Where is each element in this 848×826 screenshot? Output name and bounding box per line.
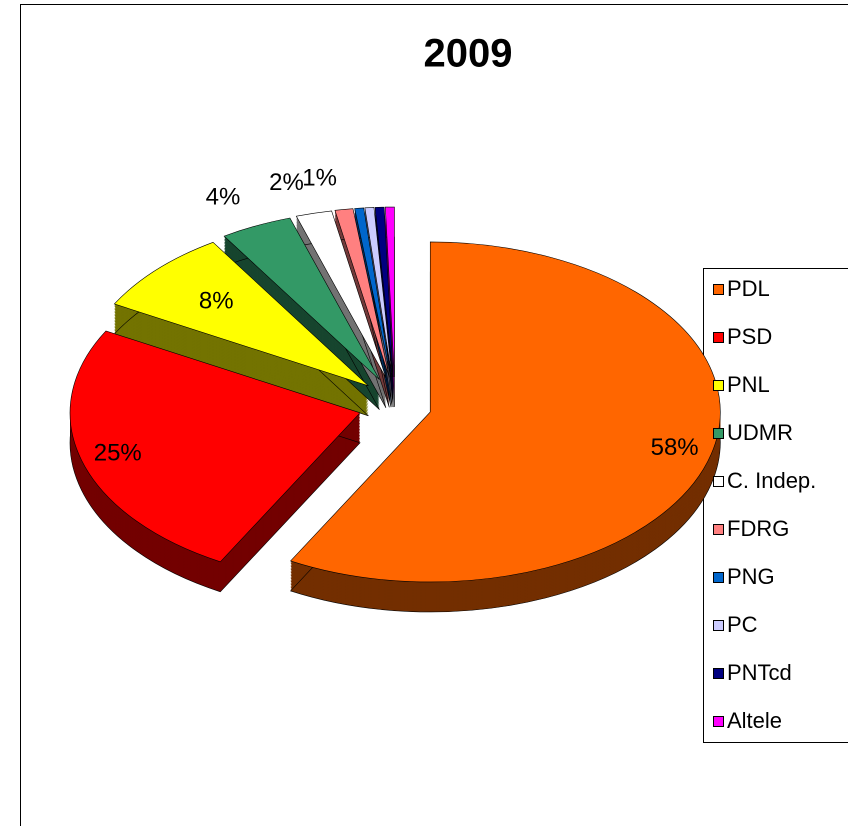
data-label: 2%	[269, 169, 304, 196]
legend-label: PNG	[727, 564, 775, 589]
pie-slice	[223, 217, 380, 380]
data-label: 58%	[651, 434, 699, 461]
data-label: 25%	[94, 439, 142, 466]
slice-side	[334, 211, 390, 381]
slice-side	[375, 214, 394, 385]
legend-swatch	[713, 332, 724, 343]
legend-label: PSD	[727, 324, 772, 349]
legend-label: PDL	[727, 276, 770, 301]
slice-tops	[69, 206, 721, 583]
legend-swatch	[713, 524, 724, 535]
pie-slice	[290, 241, 721, 583]
legend: PDL PSD PNL UDMR C. Indep. FDRG PNG PC PNTcd Alte…	[713, 276, 816, 733]
legend-swatch	[713, 572, 724, 583]
slice-side	[334, 214, 390, 384]
pie-slice	[374, 206, 394, 378]
pie-slice	[334, 208, 390, 378]
chart-title: 2009	[424, 32, 513, 76]
legend-label: PC	[727, 612, 758, 637]
legend-label: C. Indep.	[727, 468, 816, 493]
data-label: 1%	[302, 165, 337, 192]
data-labels: 58% 25% 8% 4% 2%1%	[94, 165, 699, 467]
legend-swatch	[713, 284, 724, 295]
legend-swatch	[713, 428, 724, 439]
legend-swatch	[713, 716, 724, 727]
legend-box	[703, 268, 848, 743]
legend-label: PNTcd	[727, 660, 792, 685]
slice-side	[375, 210, 394, 381]
pie-slice	[69, 330, 361, 563]
legend-swatch	[713, 668, 724, 679]
legend-label: PNL	[727, 372, 770, 397]
data-label: 4%	[206, 184, 241, 211]
pie-slice	[385, 206, 395, 378]
pie-slice	[354, 207, 392, 378]
slice-side	[334, 216, 390, 385]
legend-label: FDRG	[727, 516, 789, 541]
legend-label: Altele	[727, 708, 782, 733]
legend-swatch	[713, 476, 724, 487]
pie-slice	[295, 210, 387, 379]
slice-side	[375, 211, 394, 382]
slice-side	[334, 213, 390, 382]
slice-side	[364, 211, 393, 382]
slice-side	[364, 210, 393, 381]
legend-swatch	[713, 380, 724, 391]
legend-swatch	[713, 620, 724, 631]
slice-side	[375, 213, 394, 384]
pie-slice	[113, 241, 369, 387]
pie-slice	[364, 207, 393, 378]
data-label: 8%	[199, 287, 234, 314]
legend-label: UDMR	[727, 420, 793, 445]
